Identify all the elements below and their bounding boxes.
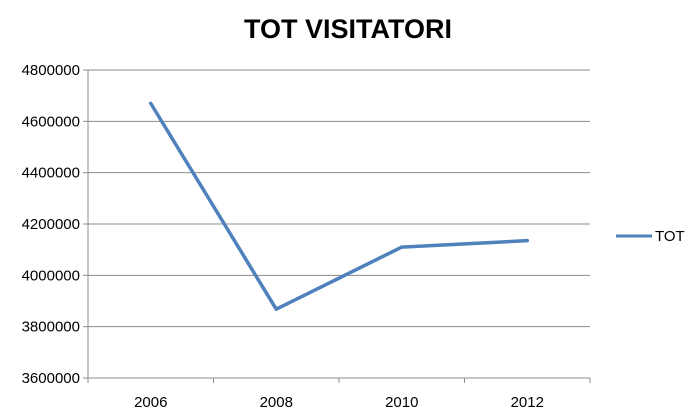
data-point — [525, 239, 529, 243]
x-tick-label: 2012 — [511, 394, 544, 411]
x-tick-label: 2010 — [385, 394, 418, 411]
x-axis: 2006 2008 2010 2012 — [87, 377, 591, 411]
y-tick-label: 4400000 — [22, 165, 80, 182]
x-tick-label: 2006 — [134, 394, 167, 411]
y-tick-label: 4600000 — [22, 113, 80, 130]
data-point — [400, 245, 404, 249]
legend: TOT — [616, 228, 685, 245]
y-tick-label: 4800000 — [22, 62, 80, 79]
gridlines — [88, 69, 590, 328]
data-point — [149, 101, 153, 105]
y-axis-ticks: 3600000 3800000 4000000 4200000 4400000 46000… — [22, 62, 89, 387]
y-tick-label: 3600000 — [22, 370, 80, 387]
chart-title: TOT VISITATORI — [244, 14, 452, 44]
series-lines — [149, 101, 529, 311]
y-tick-label: 4000000 — [22, 267, 80, 284]
legend-label-tot: TOT — [655, 228, 685, 245]
y-tick-label: 4200000 — [22, 216, 80, 233]
y-tick-label: 3800000 — [22, 319, 80, 336]
data-point — [274, 307, 278, 311]
x-tick-label: 2008 — [260, 394, 293, 411]
series-line-tot — [149, 101, 529, 311]
